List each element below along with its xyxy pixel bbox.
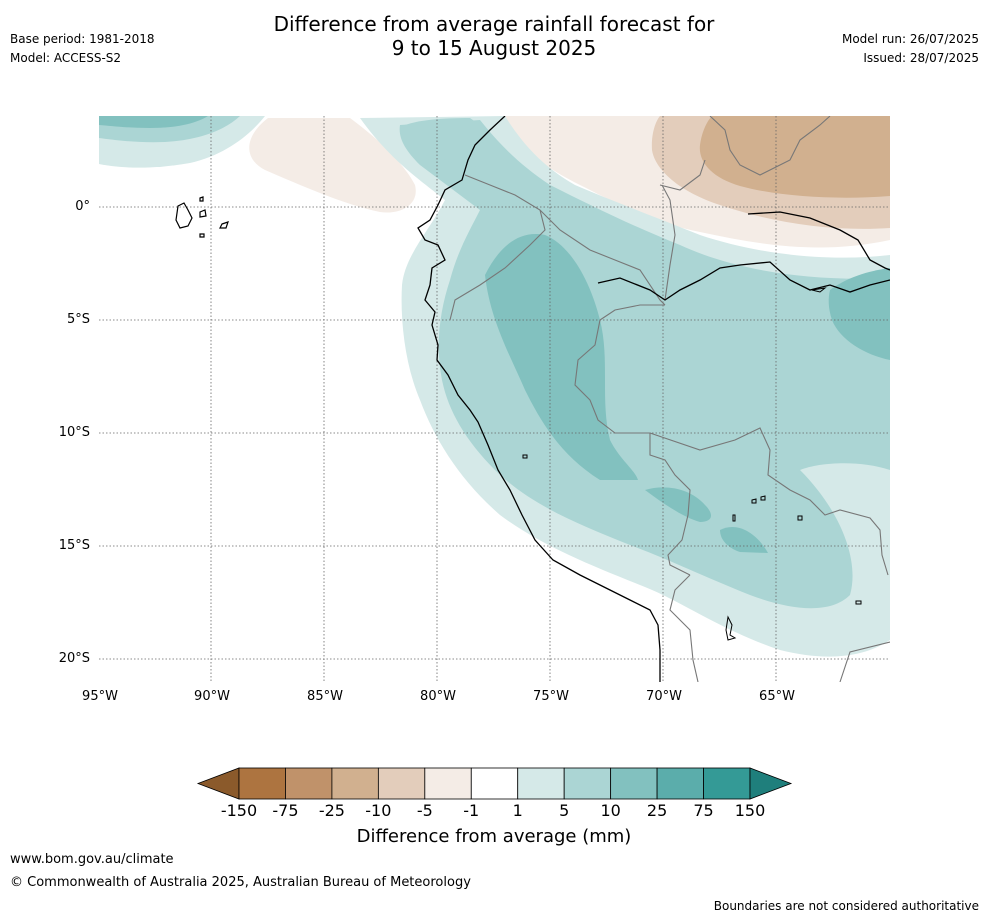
- colorbar-tick-label: 25: [646, 801, 668, 820]
- title-line-2: 9 to 15 August 2025: [391, 36, 597, 60]
- colorbar-segment: [656, 767, 704, 800]
- wet-anomaly-north: [405, 118, 495, 167]
- colorbar-segment: [424, 767, 472, 800]
- lon-label-80w: 80°W: [420, 689, 456, 704]
- issued-text: Issued: 28/07/2025: [863, 51, 979, 65]
- lon-label-65w: 65°W: [759, 689, 795, 704]
- colorbar-segment: [703, 767, 751, 800]
- colorbar-tick-label: 5: [559, 801, 570, 820]
- colorbar-tick-label: -25: [318, 801, 345, 820]
- meta-left: Base period: 1981-2018 Model: ACCESS-S2: [10, 30, 155, 68]
- colorbar-segment: [285, 767, 333, 800]
- wet-anomaly-nw-core: [99, 116, 208, 128]
- colorbar-tick-label: -5: [416, 801, 433, 820]
- lon-label-95w: 95°W: [82, 689, 118, 704]
- gridlines: [99, 116, 890, 682]
- lon-label-75w: 75°W: [533, 689, 569, 704]
- colorbar-extend-high: [749, 767, 793, 800]
- lon-label-90w: 90°W: [194, 689, 230, 704]
- colorbar-tick-label: 75: [693, 801, 714, 820]
- galapagos-islands: [175, 196, 229, 238]
- coastline: [417, 116, 890, 682]
- footer-url: www.bom.gov.au/climate: [10, 852, 174, 867]
- footer-note: Boundaries are not considered authoritat…: [713, 899, 979, 913]
- colorbar-extend-low: [196, 767, 240, 800]
- country-borders: [449, 116, 890, 682]
- colorbar-tick-label: -75: [272, 801, 299, 820]
- colorbar-segment: [470, 767, 519, 800]
- lat-label-20s: 20°S: [58, 651, 90, 666]
- lon-label-85w: 85°W: [307, 689, 343, 704]
- dry-anomaly-strong: [699, 116, 890, 198]
- title-line-1: Difference from average rainfall forecas…: [273, 12, 715, 36]
- lat-label-10s: 10°S: [58, 425, 90, 440]
- colorbar-tick-label: -1: [463, 801, 480, 820]
- colorbar-segment: [238, 767, 286, 800]
- colorbar-tick-label: -10: [365, 801, 392, 820]
- model-text: Model: ACCESS-S2: [10, 51, 122, 65]
- colorbar-segment: [517, 767, 565, 800]
- lat-label-15s: 15°S: [58, 538, 90, 553]
- lakes: [522, 287, 862, 641]
- footer-copyright: © Commonwealth of Australia 2025, Austra…: [10, 875, 471, 890]
- lat-label-0: 0°: [75, 199, 90, 214]
- map-title: Difference from average rainfall forecas…: [0, 12, 988, 60]
- colorbar-segment: [563, 767, 612, 800]
- wet-anomaly-core-east: [828, 268, 890, 360]
- model-run-text: Model run: 26/07/2025: [841, 32, 979, 46]
- colorbar-tick-label: -150: [220, 801, 258, 820]
- lat-label-5s: 5°S: [66, 312, 90, 327]
- colorbar-tick-label: 1: [512, 801, 523, 820]
- base-period-text: Base period: 1981-2018: [10, 32, 155, 46]
- wet-anomaly-core-2: [645, 487, 712, 522]
- colorbar-segment: [331, 767, 379, 800]
- lon-label-70w: 70°W: [646, 689, 682, 704]
- colorbar-segment: [377, 767, 426, 800]
- wet-anomaly-core-1: [485, 234, 638, 480]
- colorbar-tick-label: 150: [734, 801, 766, 820]
- colorbar-label: Difference from average (mm): [356, 826, 632, 847]
- wet-anomaly-core-3: [720, 526, 768, 553]
- meta-right: Model run: 26/07/2025 Issued: 28/07/2025: [842, 30, 979, 68]
- colorbar-tick-label: 10: [600, 801, 621, 820]
- dry-anomaly-nw: [249, 118, 416, 213]
- colorbar-segment: [610, 767, 658, 800]
